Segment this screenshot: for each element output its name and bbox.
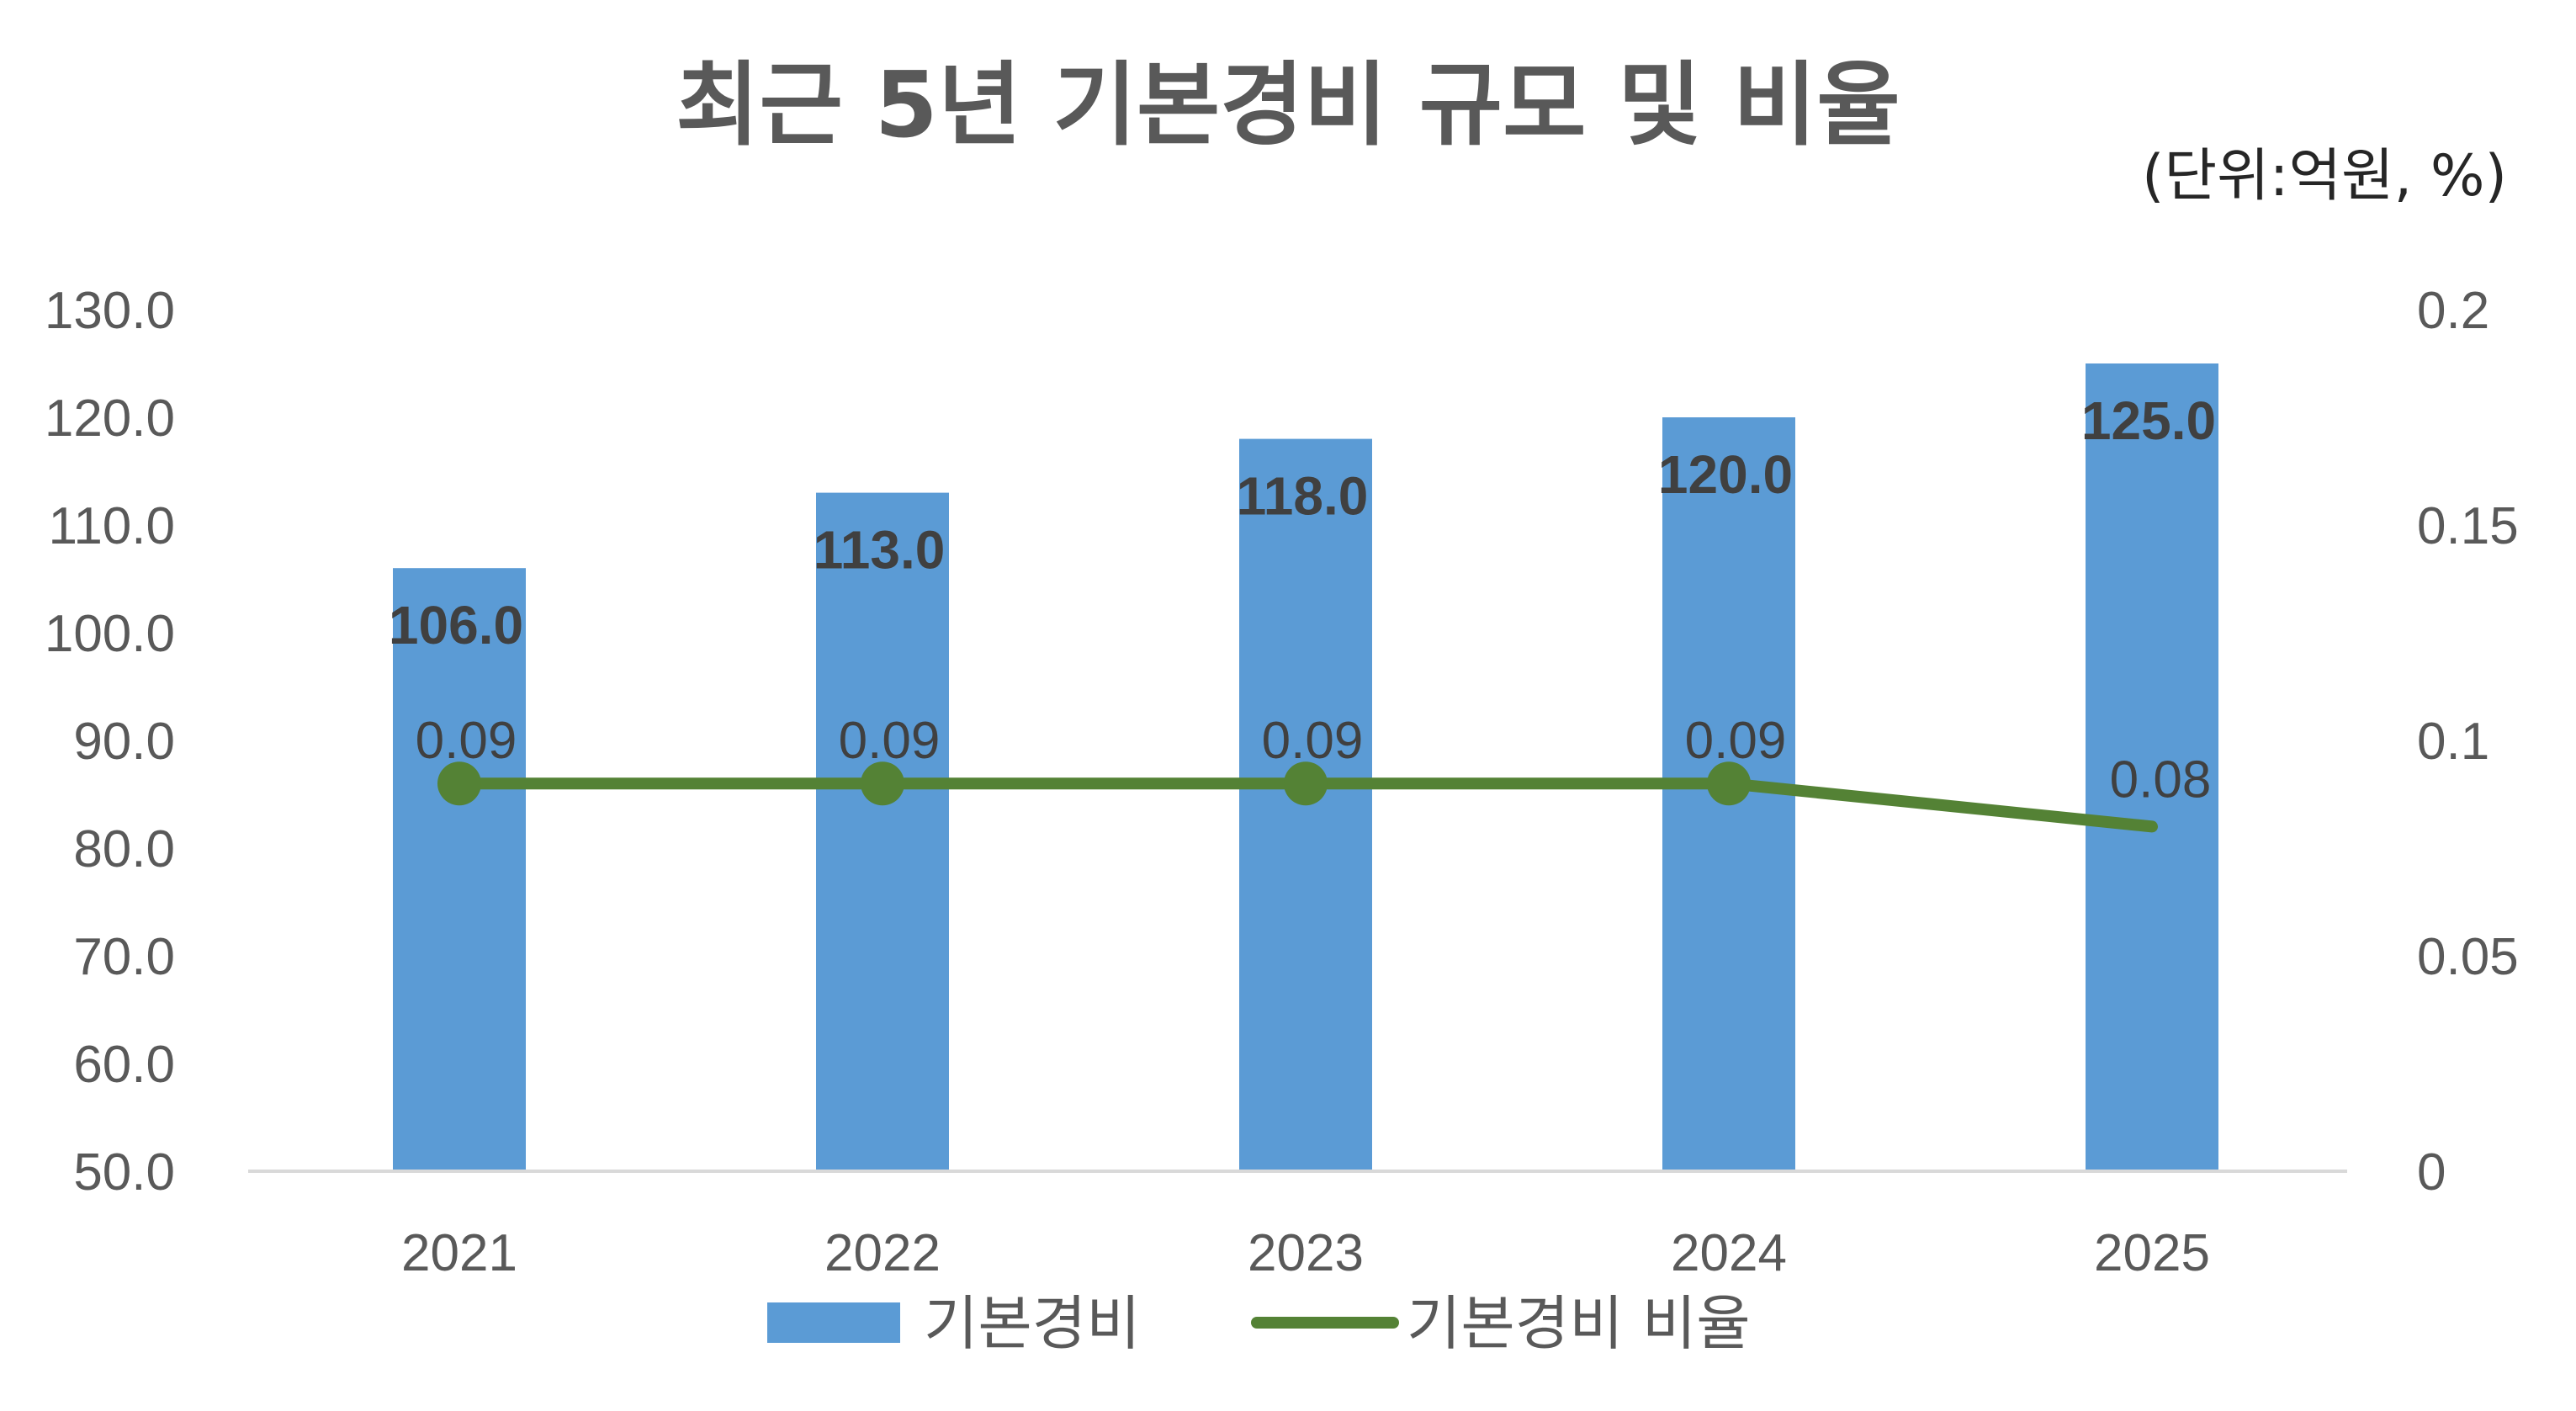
left-axis-tick-label: 120.0 <box>45 390 175 448</box>
left-axis-tick-label: 90.0 <box>73 713 175 771</box>
right-axis-tick-label: 0.15 <box>2417 497 2519 555</box>
left-axis-tick-label: 50.0 <box>73 1143 175 1201</box>
x-axis: 2021 2022 2023 2024 2025 <box>401 1224 2210 1282</box>
right-axis-tick-label: 0.05 <box>2417 928 2519 986</box>
line-series: 0.09 0.09 0.09 0.09 0.08 <box>416 712 2212 833</box>
bar-data-label: 125.0 <box>2081 390 2216 451</box>
line-data-label: 0.09 <box>839 712 941 770</box>
line-data-label: 0.09 <box>416 712 517 770</box>
line-data-label: 0.08 <box>2110 751 2212 809</box>
bar <box>816 492 949 1171</box>
x-axis-tick-label: 2025 <box>2094 1224 2210 1282</box>
bar-data-label: 106.0 <box>389 595 523 655</box>
bar <box>2086 363 2218 1171</box>
left-axis: 50.0 60.0 70.0 80.0 90.0 100.0 110.0 120.0 130.0 <box>45 282 175 1201</box>
bar-data-label: 120.0 <box>1658 444 1793 505</box>
right-axis-tick-label: 0 <box>2417 1143 2446 1201</box>
left-axis-tick-label: 110.0 <box>48 497 175 555</box>
line-data-label: 0.09 <box>1685 712 1787 770</box>
chart-title: 최근 5년 기본경비 규모 및 비율 <box>676 53 1900 158</box>
line-point <box>1707 761 1751 806</box>
x-axis-tick-label: 2021 <box>401 1224 517 1282</box>
right-axis: 0 0.05 0.1 0.15 0.2 <box>2417 282 2519 1201</box>
left-axis-tick-label: 130.0 <box>45 282 175 340</box>
left-axis-tick-label: 100.0 <box>45 605 175 663</box>
legend-line-label: 기본경비 비율 <box>1407 1289 1751 1358</box>
bar-data-label: 113.0 <box>814 520 946 581</box>
unit-note: (단위:억원, %) <box>2142 143 2507 210</box>
legend-bar-swatch <box>767 1302 900 1343</box>
bar-data-label: 118.0 <box>1237 466 1369 527</box>
line-point <box>861 761 904 806</box>
x-axis-tick-label: 2024 <box>1671 1224 1787 1282</box>
left-axis-tick-label: 60.0 <box>73 1036 175 1094</box>
line-point <box>1284 761 1328 806</box>
x-axis-tick-label: 2022 <box>824 1224 941 1282</box>
bar <box>393 568 526 1171</box>
right-axis-tick-label: 0.1 <box>2417 713 2489 771</box>
legend: 기본경비 기본경비 비율 <box>767 1289 1751 1358</box>
line-point <box>437 761 481 806</box>
right-axis-tick-label: 0.2 <box>2417 282 2489 340</box>
x-axis-tick-label: 2023 <box>1248 1224 1364 1282</box>
left-axis-tick-label: 80.0 <box>73 820 175 878</box>
line-data-label: 0.09 <box>1262 712 1364 770</box>
legend-bar-label: 기본경비 <box>924 1289 1141 1358</box>
left-axis-tick-label: 70.0 <box>73 928 175 986</box>
